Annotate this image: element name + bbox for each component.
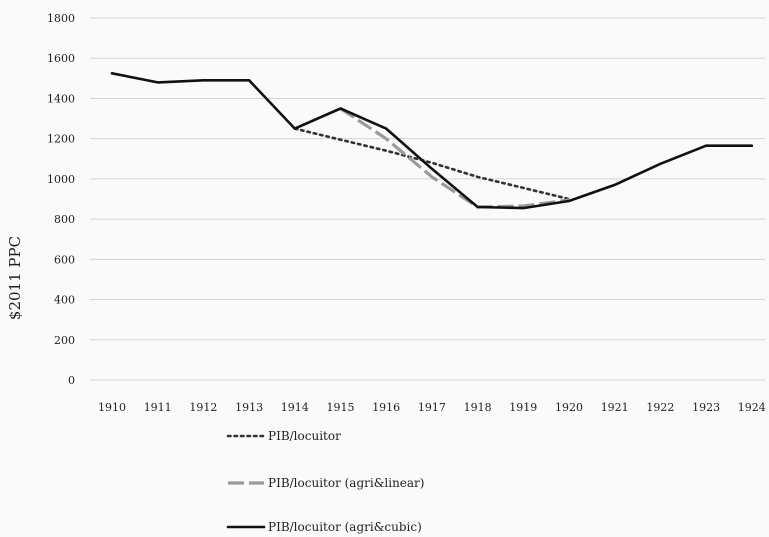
x-tick-label: 1910 bbox=[98, 401, 126, 414]
legend-label: PIB/locuitor (agri&linear) bbox=[268, 476, 424, 490]
series-line-3 bbox=[110, 72, 754, 210]
y-tick-label: 800 bbox=[54, 213, 75, 226]
y-tick-label: 1400 bbox=[47, 92, 75, 105]
x-tick-label: 1920 bbox=[555, 401, 583, 414]
x-tick-label: 1919 bbox=[509, 401, 537, 414]
y-tick-label: 0 bbox=[68, 374, 75, 387]
x-tick-label: 1914 bbox=[281, 401, 309, 414]
x-tick-label: 1922 bbox=[646, 401, 674, 414]
gridlines bbox=[90, 17, 765, 381]
y-tick-label: 200 bbox=[54, 334, 75, 347]
x-tick-label: 1911 bbox=[144, 401, 172, 414]
x-tick-label: 1917 bbox=[418, 401, 446, 414]
legend-label: PIB/locuitor bbox=[268, 429, 341, 443]
x-tick-label: 1924 bbox=[738, 401, 766, 414]
legend-label: PIB/locuitor (agri&cubic) bbox=[268, 520, 422, 534]
x-tick-label: 1912 bbox=[189, 401, 217, 414]
x-tick-label: 1916 bbox=[372, 401, 400, 414]
y-tick-label: 1200 bbox=[47, 133, 75, 146]
series-line-1 bbox=[293, 127, 571, 201]
y-tick-label: 1000 bbox=[47, 173, 75, 186]
series-line-2 bbox=[339, 107, 570, 209]
x-tick-label: 1915 bbox=[327, 401, 355, 414]
x-axis-ticks: 1910 1911 1912 1913 1914 1915 1916 1917 1918 1919… bbox=[98, 401, 766, 414]
y-axis-ticks: 0 200 400 600 800 1000 1200 1400 1600 1800 bbox=[47, 12, 75, 387]
y-tick-label: 1600 bbox=[47, 52, 75, 65]
x-tick-label: 1923 bbox=[692, 401, 720, 414]
y-tick-label: 1800 bbox=[47, 12, 75, 25]
legend: PIB/locuitor PIB/locuitor (agri&linear) PI… bbox=[226, 429, 424, 534]
x-tick-label: 1921 bbox=[601, 401, 629, 414]
x-tick-label: 1918 bbox=[464, 401, 492, 414]
y-axis-label: $2011 PPC bbox=[6, 236, 24, 320]
series-lines bbox=[110, 72, 754, 210]
y-tick-label: 400 bbox=[54, 294, 75, 307]
y-tick-label: 600 bbox=[54, 253, 75, 266]
x-tick-label: 1913 bbox=[235, 401, 263, 414]
